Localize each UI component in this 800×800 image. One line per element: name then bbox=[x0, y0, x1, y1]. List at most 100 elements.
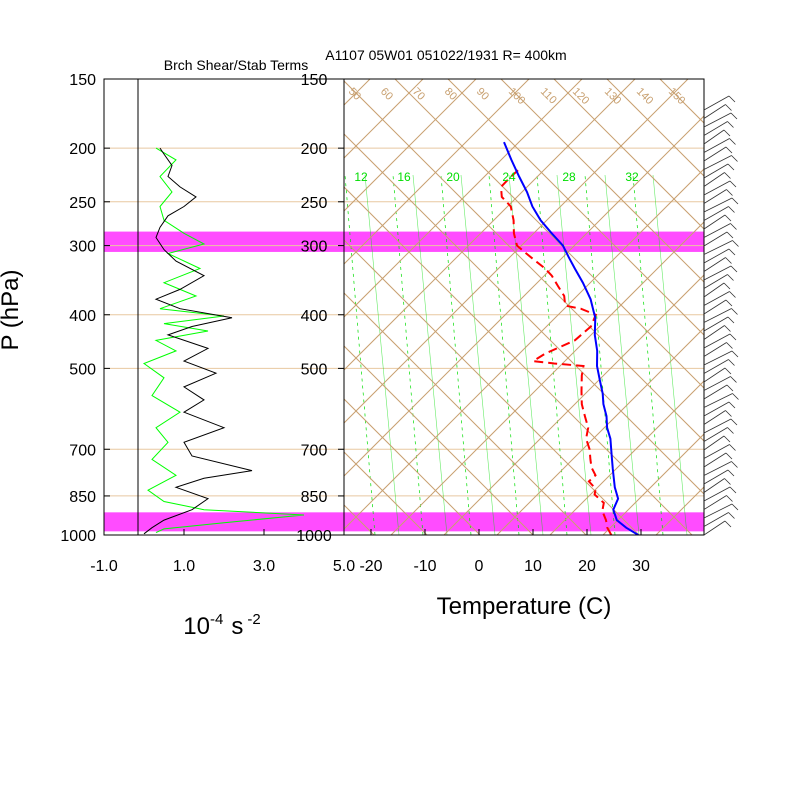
wind-barb-staff bbox=[703, 257, 726, 272]
theta-label: 60 bbox=[378, 86, 395, 103]
wind-barb bbox=[703, 291, 736, 306]
adiabat-line bbox=[394, 79, 704, 389]
wind-barb-staff bbox=[703, 308, 732, 323]
wind-barb bbox=[703, 384, 734, 400]
wind-barb-staff bbox=[703, 469, 729, 485]
left-x-axis-label: 10-4 s -2 bbox=[183, 611, 260, 640]
wind-barb bbox=[703, 452, 733, 468]
isotherm-line bbox=[344, 79, 424, 159]
moist-adiabat-line bbox=[460, 174, 496, 535]
x-tick-label: 0 bbox=[475, 558, 484, 575]
wind-barb bbox=[703, 163, 735, 179]
wind-barb-flag bbox=[728, 401, 736, 409]
wind-barb-staff bbox=[703, 316, 729, 332]
wind-barb-flag bbox=[727, 469, 735, 477]
theta-label: 150 bbox=[666, 86, 687, 107]
adiabat-line bbox=[0, 70, 273, 540]
wind-barb-flag bbox=[724, 325, 731, 332]
temperature-line bbox=[503, 141, 639, 535]
isotherm-line bbox=[344, 79, 530, 265]
wind-barb-staff bbox=[703, 333, 731, 349]
y-tick-label: 250 bbox=[301, 195, 328, 212]
theta-label: 70 bbox=[410, 86, 427, 103]
wind-barb-staff bbox=[703, 461, 732, 476]
adiabat-line bbox=[344, 451, 428, 535]
wind-barb bbox=[703, 427, 734, 442]
unit-base: 10 bbox=[183, 613, 210, 640]
theta-label: 130 bbox=[602, 86, 623, 107]
wind-barb bbox=[703, 112, 738, 128]
y-tick-label: 700 bbox=[301, 442, 328, 459]
wind-barb-flag bbox=[725, 452, 733, 460]
wind-barb bbox=[703, 214, 732, 230]
wind-barb-flag bbox=[725, 410, 732, 417]
isotherm-line bbox=[602, 433, 704, 535]
wind-barb-staff bbox=[703, 325, 725, 340]
wind-barb-staff bbox=[703, 180, 731, 196]
adiabat-line bbox=[606, 79, 704, 177]
y-tick-label: 500 bbox=[69, 361, 96, 378]
wind-barb-flag bbox=[731, 155, 738, 162]
wind-barb bbox=[703, 257, 732, 272]
wind-barb-flag bbox=[731, 350, 739, 358]
wind-barb-staff bbox=[703, 427, 728, 442]
unit-exponent-2: -2 bbox=[247, 611, 260, 628]
theta-label: 80 bbox=[442, 86, 459, 103]
wind-barb bbox=[703, 265, 738, 281]
shear-term-line bbox=[143, 147, 253, 535]
wind-barb-staff bbox=[703, 104, 726, 119]
moist-adiabat-line bbox=[652, 174, 688, 535]
wind-barb-flag bbox=[724, 172, 731, 179]
isotherm-line bbox=[443, 274, 704, 535]
wind-barb-staff bbox=[703, 342, 727, 357]
wind-barb-flag bbox=[725, 257, 732, 264]
wind-barb bbox=[703, 282, 731, 298]
adiabat-line bbox=[344, 186, 693, 535]
wind-barb-staff bbox=[703, 274, 728, 289]
moist-adiabat-line bbox=[412, 174, 448, 535]
theta-label: 120 bbox=[570, 86, 591, 107]
theta-label: 140 bbox=[634, 86, 655, 107]
wind-barb-flag bbox=[729, 333, 737, 341]
wind-barb bbox=[703, 435, 731, 451]
mixing-ratio-line bbox=[488, 174, 520, 535]
adiabat-line bbox=[344, 133, 704, 495]
mixing-ratio-label: 20 bbox=[446, 170, 460, 184]
left-x-axis-ticks: -1.0 1.0 3.0 5.0 bbox=[90, 529, 355, 575]
x-tick-label: 1.0 bbox=[173, 558, 195, 575]
wind-barb-staff bbox=[703, 129, 725, 145]
wind-barb-flag bbox=[731, 197, 739, 205]
wind-barb-staff bbox=[703, 401, 730, 417]
wind-barb-flag bbox=[725, 299, 733, 307]
skewt-x-axis-ticks: -20 -10 0 10 20 30 bbox=[359, 529, 650, 575]
y-tick-label: 150 bbox=[69, 72, 96, 89]
mixing-ratio-line bbox=[392, 174, 424, 535]
mixing-ratio-label: 32 bbox=[625, 170, 639, 184]
wind-barb-staff bbox=[703, 146, 727, 162]
moist-adiabat-line bbox=[556, 174, 592, 535]
theta-label: 100 bbox=[506, 86, 527, 107]
wind-barb bbox=[703, 274, 734, 289]
skewt-title: A1107 05W01 051022/1931 R= 400km bbox=[325, 47, 566, 63]
mixing-ratio-line bbox=[344, 174, 376, 535]
wind-barb-flag bbox=[731, 503, 739, 511]
wind-barb-flag bbox=[726, 384, 734, 392]
theta-label: 110 bbox=[538, 86, 559, 107]
pressure-axis-label: P (hPa) bbox=[0, 270, 24, 351]
mixing-ratio-label: 12 bbox=[354, 170, 368, 184]
wind-barb-flag bbox=[729, 486, 737, 494]
wind-barb bbox=[703, 104, 732, 119]
wind-barb-flag bbox=[723, 129, 731, 137]
wind-barb-flag bbox=[732, 393, 739, 400]
y-tick-label: 300 bbox=[69, 239, 96, 256]
wind-barb-staff bbox=[703, 495, 727, 510]
isotherm-line bbox=[344, 79, 477, 212]
wind-barb bbox=[703, 189, 733, 204]
mixing-ratio-line bbox=[584, 174, 616, 535]
wind-barb-flag bbox=[730, 376, 737, 383]
adiabat-line bbox=[0, 70, 220, 540]
wind-barb-staff bbox=[703, 163, 729, 179]
mixing-ratio-label: 24 bbox=[502, 170, 516, 184]
dewpoint-line bbox=[499, 167, 613, 535]
wind-barb bbox=[703, 520, 732, 536]
